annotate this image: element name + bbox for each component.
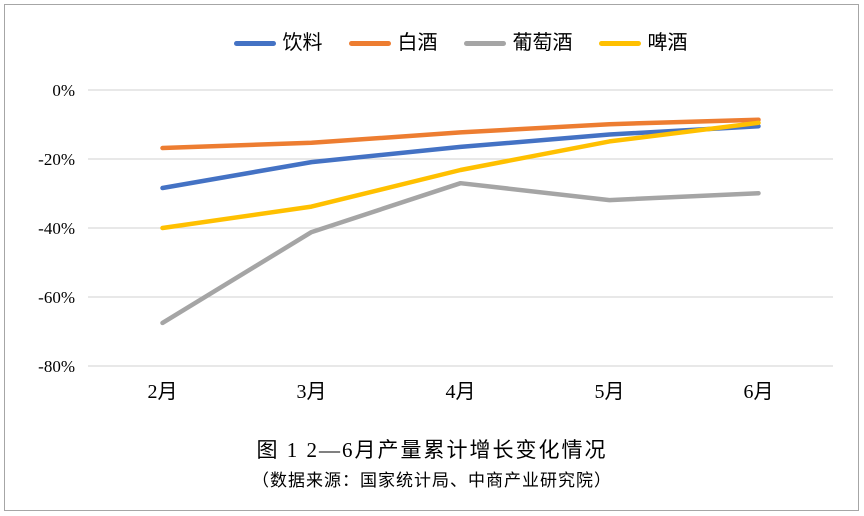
legend-swatch-icon xyxy=(598,40,641,46)
x-tick-label-3: 5月 xyxy=(595,381,625,403)
legend-item-2: 葡萄酒 xyxy=(463,32,573,54)
y-tick-label-3: -60% xyxy=(38,288,75,307)
legend-swatch-icon xyxy=(463,40,506,46)
chart-title: 图 1 2—6月产量累计增长变化情况 xyxy=(256,438,608,462)
legend-item-0: 饮料 xyxy=(233,32,323,54)
legend-label: 饮料 xyxy=(282,32,323,54)
x-tick-label-2: 4月 xyxy=(446,381,476,403)
y-tick-label-4: -80% xyxy=(38,357,75,376)
y-tick-label-0: 0% xyxy=(52,81,75,100)
chart-legend: 饮料 白酒 葡萄酒 啤酒 xyxy=(88,33,833,53)
x-tick-label-1: 3月 xyxy=(297,381,327,403)
legend-item-1: 白酒 xyxy=(348,32,438,54)
legend-item-3: 啤酒 xyxy=(598,32,688,54)
chart-subtitle: （数据来源：国家统计局、中商产业研究院） xyxy=(252,471,612,490)
legend-label: 白酒 xyxy=(397,32,438,54)
legend-label: 啤酒 xyxy=(647,32,688,54)
y-tick-label-2: -40% xyxy=(38,219,75,238)
legend-swatch-icon xyxy=(348,40,391,46)
legend-label: 葡萄酒 xyxy=(512,32,573,54)
legend-swatch-icon xyxy=(233,40,276,46)
series-line-0 xyxy=(160,123,761,191)
x-tick-label-4: 6月 xyxy=(744,381,774,403)
x-tick-label-0: 2月 xyxy=(148,381,178,403)
y-tick-label-1: -20% xyxy=(38,150,75,169)
series-line-3 xyxy=(160,120,761,231)
series-line-2 xyxy=(160,180,761,326)
series-line-1 xyxy=(160,117,761,151)
